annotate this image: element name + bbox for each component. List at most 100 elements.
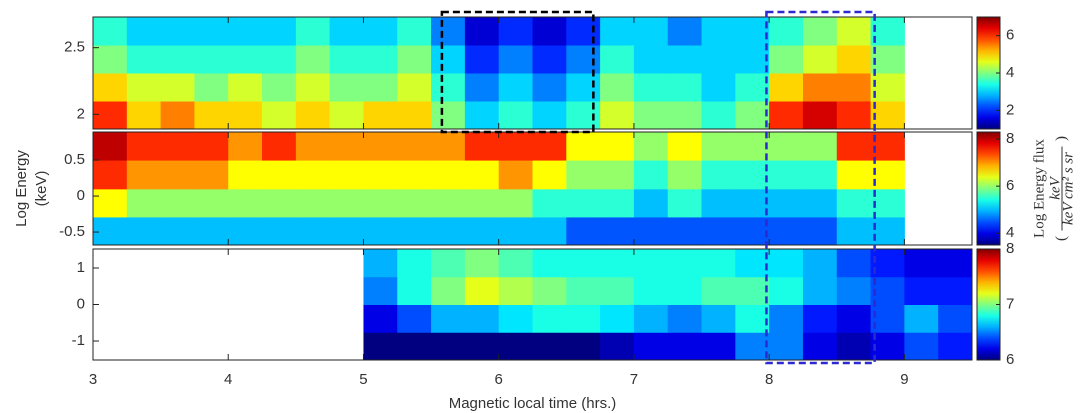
heatmap-cell (600, 249, 635, 278)
heatmap-cell (735, 45, 770, 74)
heatmap-cell (633, 132, 669, 161)
heatmap-cell (802, 332, 838, 361)
heatmap-cell (194, 101, 229, 130)
heatmap-cell (667, 332, 703, 361)
heatmap-cell (228, 216, 263, 246)
heatmap-cell (160, 188, 195, 218)
heatmap-cell (194, 216, 229, 246)
heatmap-cell (735, 132, 770, 161)
heatmap-cell (464, 188, 500, 218)
heatmap-cell (397, 45, 432, 74)
heatmap-cell (667, 101, 703, 130)
heatmap-cell (633, 73, 669, 102)
heatmap-cell (836, 249, 872, 278)
heatmap-cell (93, 188, 128, 218)
colorbar-tick-label: 6 (1006, 27, 1014, 44)
heatmap-cell (262, 216, 297, 246)
heatmap-cell (329, 17, 364, 46)
heatmap-cell (904, 304, 939, 333)
heatmap-cell (160, 45, 195, 74)
heatmap-cell (397, 216, 432, 246)
heatmap-cell (870, 332, 905, 361)
heatmap-cell (262, 17, 297, 46)
heatmap-cell (228, 101, 263, 130)
heatmap-cell (667, 188, 703, 218)
heatmap-cell (498, 188, 533, 218)
paren: ) (1053, 136, 1069, 141)
heatmap-cell (870, 276, 905, 305)
heatmap-cell (464, 332, 500, 361)
heatmap-cell (836, 216, 872, 246)
heatmap-cell (836, 132, 872, 161)
heatmap-cell (701, 132, 736, 161)
x-tick-label: 3 (89, 371, 97, 388)
heatmap-cell (295, 73, 331, 102)
heatmap-cell (802, 17, 838, 46)
heatmap-cell (802, 304, 838, 333)
heatmap-cell (498, 249, 533, 278)
heatmap-cell (633, 332, 669, 361)
y-tick-label: 0 (77, 187, 85, 204)
heatmap-cell (532, 45, 567, 74)
heatmap-cell (836, 45, 872, 74)
heatmap-cell (126, 17, 162, 46)
heatmap-cell (262, 73, 297, 102)
heatmap-cell (160, 132, 195, 161)
heatmap-cell (836, 101, 872, 130)
heatmap-cell (397, 332, 432, 361)
heatmap-cell (431, 160, 466, 190)
heatmap-cell (363, 332, 398, 361)
heatmap-cell (802, 216, 838, 246)
heatmap-cell (194, 188, 229, 218)
heatmap-cell (566, 45, 601, 74)
x-tick-label: 8 (765, 371, 773, 388)
heatmap-cell (802, 160, 838, 190)
heatmap-cell (93, 73, 128, 102)
heatmap-cell (633, 249, 669, 278)
heatmap-cell (431, 132, 466, 161)
heatmap-cell (870, 17, 905, 46)
heatmap-cell (160, 216, 195, 246)
heatmap-cell (397, 101, 432, 130)
heatmap-cell (701, 160, 736, 190)
heatmap-cell (836, 160, 872, 190)
heatmap-cell (667, 276, 703, 305)
heatmap-cell (938, 249, 973, 278)
heatmap-cell (431, 45, 466, 74)
heatmap-cell (93, 101, 128, 130)
heatmap-cell (566, 216, 601, 246)
colorbar-tick-label: 7 (1006, 295, 1014, 312)
heatmap-cell (363, 101, 398, 130)
heatmap-cell (870, 132, 905, 161)
heatmap-cell (464, 216, 500, 246)
heatmap-cell (228, 45, 263, 74)
x-axis-label: Magnetic local time (hrs.) (449, 395, 617, 412)
heatmap-cell (431, 73, 466, 102)
colorbar-tick-label: 4 (1006, 224, 1014, 241)
heatmap-cell (93, 132, 128, 161)
heatmap-cell (701, 304, 736, 333)
heatmap-cell (938, 276, 973, 305)
y-tick-label: 0 (77, 295, 85, 312)
heatmap-cell (431, 332, 466, 361)
heatmap-cell (194, 73, 229, 102)
heatmap-cell (498, 132, 533, 161)
heatmap-cell (532, 132, 567, 161)
heatmap-cell (836, 332, 872, 361)
heatmap-cell (126, 216, 162, 246)
heatmap-cell (464, 276, 500, 305)
heatmap-cell (498, 304, 533, 333)
heatmap-cell (633, 17, 669, 46)
heatmap-cell (295, 132, 331, 161)
heatmap-cell (194, 17, 229, 46)
heatmap-cell (431, 216, 466, 246)
heatmap-cell (836, 73, 872, 102)
heatmap-cell (295, 216, 331, 246)
heatmap-cell (464, 249, 500, 278)
heatmap-cell (126, 73, 162, 102)
heatmap-cell (160, 17, 195, 46)
heatmap-cell (701, 73, 736, 102)
heatmap-cell (397, 304, 432, 333)
heatmap-cell (532, 160, 567, 190)
heatmap-cell (363, 160, 398, 190)
